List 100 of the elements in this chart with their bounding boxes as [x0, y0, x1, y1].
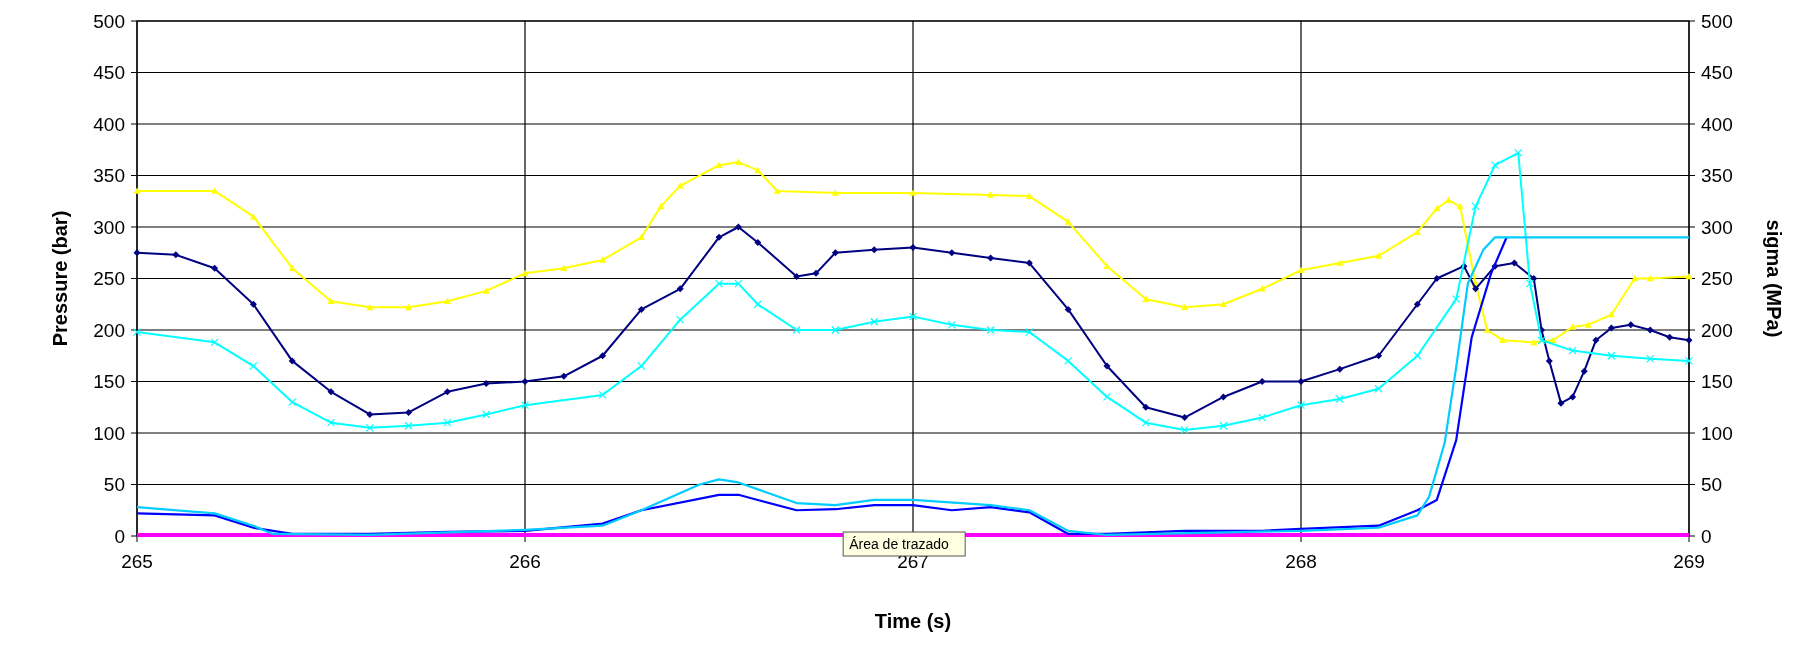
point — [1336, 365, 1344, 373]
y2-tick-label: 200 — [1701, 319, 1733, 341]
point — [1514, 148, 1523, 157]
y2-tick-label: 50 — [1701, 474, 1723, 496]
point — [1580, 367, 1588, 375]
point — [1181, 414, 1189, 422]
point — [1375, 352, 1383, 360]
point — [560, 264, 568, 271]
point — [870, 317, 879, 326]
point — [1471, 202, 1480, 211]
point — [249, 300, 257, 308]
x-tick-label: 268 — [1285, 551, 1317, 572]
point — [1141, 418, 1150, 427]
point — [1025, 327, 1034, 337]
point — [773, 187, 781, 194]
point — [1569, 323, 1577, 330]
y-tick-label: 0 — [114, 525, 125, 547]
point — [1483, 326, 1491, 333]
point — [1631, 275, 1639, 282]
point — [1537, 336, 1546, 345]
point — [1607, 351, 1616, 360]
point — [1180, 425, 1189, 435]
annotation: Área de trazado — [849, 536, 949, 552]
point — [1336, 259, 1344, 266]
point — [734, 223, 742, 231]
y2-tick-label: 0 — [1701, 525, 1712, 547]
point — [1102, 392, 1112, 402]
point — [792, 325, 801, 335]
point — [637, 305, 645, 313]
y-tick-label: 200 — [93, 319, 125, 341]
point — [482, 410, 491, 419]
point — [1064, 305, 1072, 313]
y-tick-label: 350 — [93, 165, 125, 187]
point — [521, 378, 529, 385]
point — [443, 388, 451, 396]
point — [1297, 266, 1305, 274]
point — [715, 161, 723, 168]
point — [443, 297, 451, 304]
point — [443, 418, 452, 427]
point — [1258, 378, 1266, 385]
point — [211, 187, 219, 194]
point — [366, 410, 374, 418]
point — [831, 325, 840, 335]
point — [1064, 218, 1072, 225]
point — [133, 249, 141, 257]
point — [734, 158, 742, 165]
point — [1592, 336, 1600, 344]
point — [1510, 259, 1518, 267]
point — [211, 264, 219, 272]
point — [1433, 204, 1441, 212]
point — [1627, 321, 1635, 329]
point — [1456, 202, 1464, 210]
point — [1297, 378, 1305, 385]
point — [1499, 336, 1507, 344]
point — [1335, 394, 1344, 404]
point — [482, 380, 490, 388]
x-tick-label: 265 — [121, 551, 153, 572]
point — [1413, 228, 1421, 235]
y2-tick-label: 100 — [1701, 422, 1733, 444]
y-tick-label: 100 — [93, 422, 125, 444]
point — [1545, 357, 1553, 365]
point — [793, 272, 801, 280]
point — [947, 320, 956, 329]
point — [1646, 275, 1654, 282]
point — [1525, 279, 1535, 288]
point — [482, 287, 490, 294]
point — [598, 390, 607, 399]
y2-tick-label: 350 — [1701, 165, 1733, 187]
point — [520, 401, 530, 410]
x-tick-label: 269 — [1673, 551, 1705, 572]
point — [986, 325, 995, 335]
y-tick-label: 250 — [93, 268, 125, 290]
point — [1646, 326, 1654, 334]
point — [754, 238, 762, 246]
y2-tick-label: 500 — [1701, 10, 1733, 32]
point — [1064, 356, 1073, 365]
point — [327, 388, 335, 396]
point — [288, 264, 296, 271]
point — [1258, 413, 1267, 422]
point — [1452, 295, 1461, 304]
point — [1219, 393, 1227, 401]
point — [1684, 356, 1694, 365]
point — [1219, 300, 1227, 308]
y2-tick-label: 250 — [1701, 268, 1733, 290]
point — [1549, 336, 1557, 344]
point — [1607, 324, 1615, 332]
point — [1530, 338, 1538, 346]
point — [657, 202, 665, 210]
point — [1296, 401, 1306, 410]
point — [754, 166, 762, 174]
y2-tick-label: 450 — [1701, 62, 1733, 84]
point — [909, 189, 917, 196]
point — [734, 279, 743, 288]
point — [1025, 259, 1033, 267]
point — [1685, 336, 1693, 344]
point — [1530, 275, 1538, 282]
point — [1413, 351, 1422, 360]
point — [521, 269, 529, 277]
point — [987, 254, 995, 262]
point — [948, 249, 956, 257]
